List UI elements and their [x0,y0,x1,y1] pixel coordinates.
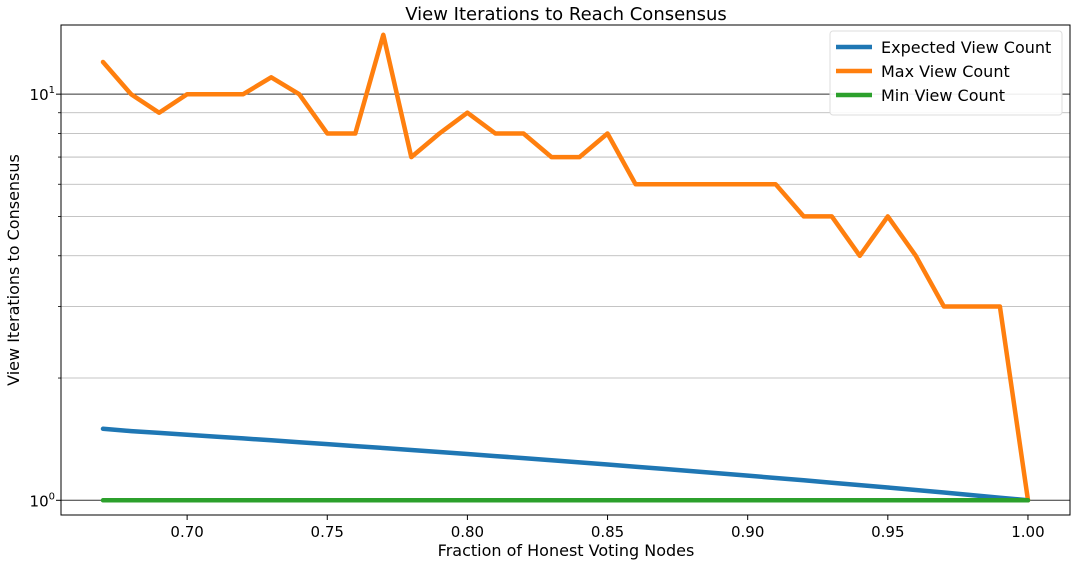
x-axis: 0.70 0.75 0.80 0.85 0.90 0.95 1.00 [170,515,1045,541]
y-axis-label: View Iterations to Consensus [4,154,23,386]
legend-label: Max View Count [881,62,1010,81]
x-tick-label: 0.85 [591,523,624,541]
x-tick-label: 0.80 [451,523,484,541]
series-line-expected-view-count [100,426,1031,503]
y-tick-label: 101 [30,85,55,104]
legend-label: Expected View Count [881,38,1051,57]
x-tick-label: 0.70 [170,523,203,541]
legend-box [829,30,1063,116]
x-tick-label: 0.75 [311,523,344,541]
y-tick-label: 100 [30,491,55,510]
legend: Expected View Count Max View Count Min Vie… [829,30,1063,116]
x-axis-label: Fraction of Honest Voting Nodes [438,541,695,560]
x-tick-label: 0.90 [731,523,764,541]
y-axis: 100 101 [30,85,61,510]
plot-frame [60,24,1071,516]
series-line-max-view-count [100,32,1031,503]
x-tick-label: 0.95 [871,523,904,541]
chart-title: View Iterations to Reach Consensus [405,4,727,25]
x-tick-label: 1.00 [1011,523,1044,541]
legend-label: Min View Count [881,86,1005,105]
series-group [100,32,1031,503]
